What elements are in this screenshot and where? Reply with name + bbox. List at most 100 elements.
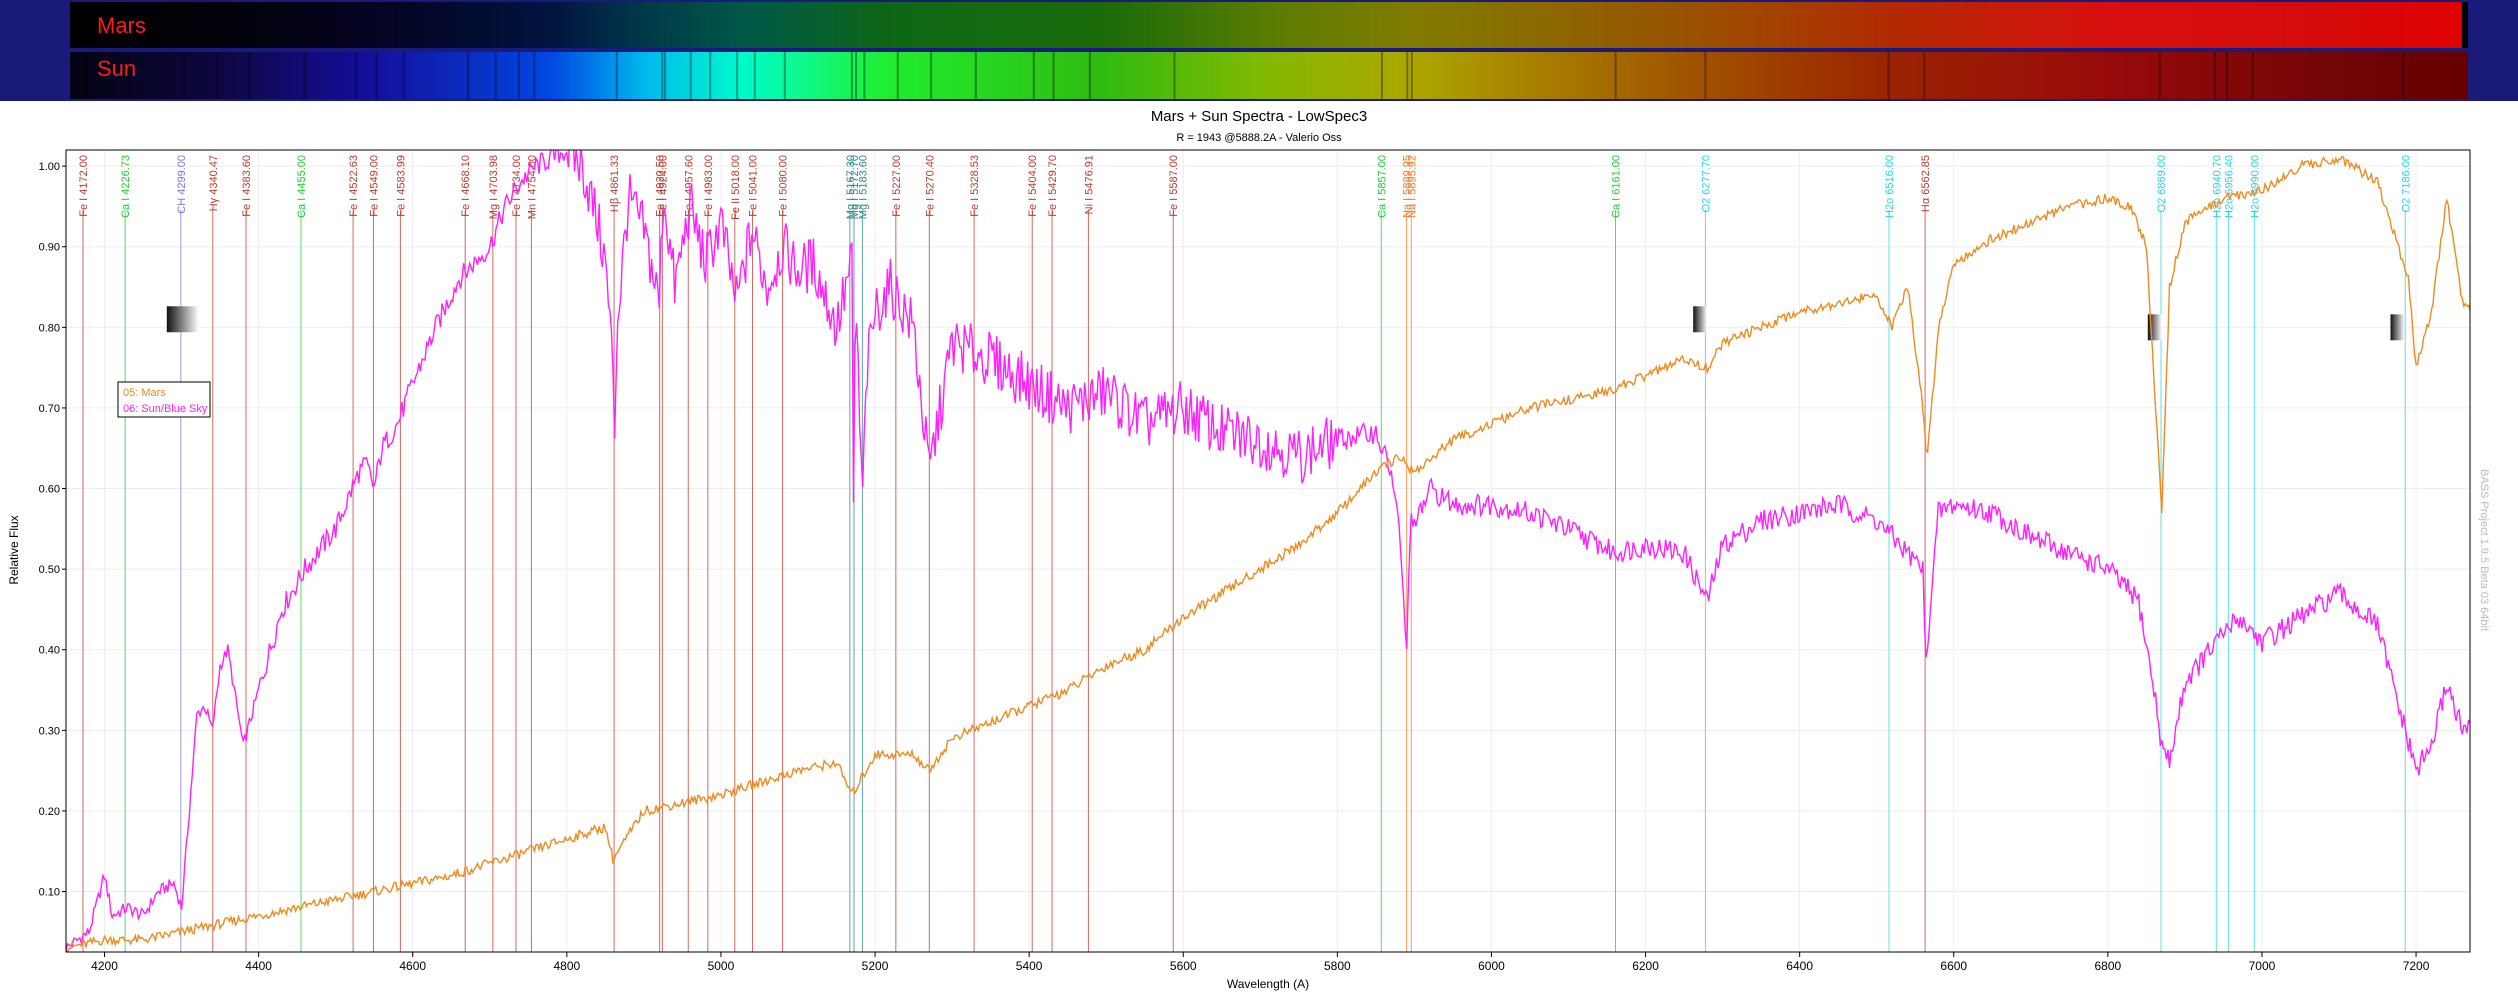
legend-item-mars: 05: Mars xyxy=(123,387,166,399)
absorption-band xyxy=(467,52,470,99)
x-tick-label: 5400 xyxy=(1016,959,1043,973)
spectral-line-label: Fe I 5429.70 xyxy=(1047,155,1059,217)
absorption-band xyxy=(355,52,358,99)
calibration-marker xyxy=(2390,314,2405,341)
spectral-line-label: Fe I 5041.00 xyxy=(748,155,760,217)
spectral-line-label: Hβ 4861.33 xyxy=(609,155,621,212)
spectral-line-label: Fe I 4549.00 xyxy=(368,155,380,217)
legend-item-sun: 06: Sun/Blue Sky xyxy=(123,403,208,415)
plot-border xyxy=(65,149,2471,953)
spectral-line-label: Fe I 5587.00 xyxy=(1168,155,1180,217)
absorption-band xyxy=(2402,52,2405,99)
x-tick-label: 7000 xyxy=(2249,959,2276,973)
absorption-band xyxy=(1088,52,1091,99)
grid-lines xyxy=(66,150,2470,952)
absorption-band xyxy=(533,52,536,99)
spectral-line-label: Fe I 5404.00 xyxy=(1027,155,1039,217)
absorption-band xyxy=(661,52,664,99)
absorption-band xyxy=(930,52,933,99)
absorption-bands xyxy=(85,52,2405,99)
x-tick-label: 5200 xyxy=(862,959,889,973)
spectral-line-label: Fe I 4920.50 xyxy=(655,155,667,217)
spectral-line-markers: Fe I 4172.00 Ca I 4226.73 CH 4299.00 Hγ 434… xyxy=(78,155,2412,952)
x-tick-label: 5000 xyxy=(708,959,735,973)
chart-subtitle: R = 1943 @5888.2A - Valerio Oss xyxy=(1176,132,1342,144)
y-axis-label: Relative Flux xyxy=(7,515,21,584)
absorption-band xyxy=(248,52,251,99)
spectral-line-label: Hα 6562.85 xyxy=(1920,155,1932,212)
spectral-line-label: Fe I 4383.60 xyxy=(241,155,253,217)
absorption-band xyxy=(2158,52,2161,99)
absorption-band xyxy=(1406,52,1409,99)
spectral-line-label: Na I 5889.95 xyxy=(1402,155,1414,218)
absorption-band xyxy=(303,52,306,99)
spectral-line-label: Fe II 5018.00 xyxy=(730,155,742,220)
watermark: BASS Project 1.9.5 Beta 03 64bit xyxy=(2478,469,2490,631)
x-tick-label: 6000 xyxy=(1478,959,1505,973)
absorption-band xyxy=(709,52,712,99)
spectral-line-label: Ca I 5857.00 xyxy=(1376,155,1388,218)
spectral-line-label: Fe I 5227.00 xyxy=(891,155,903,217)
spectral-line-label: Fe I 4924.00 xyxy=(657,155,669,217)
series-line-mars xyxy=(66,155,2470,952)
absorption-band xyxy=(375,52,378,99)
y-tick-label: 0.70 xyxy=(39,403,60,415)
spectral-line-label: O2 6869.00 xyxy=(2156,155,2168,213)
calibration-markers xyxy=(166,306,2405,341)
absorption-band xyxy=(663,52,666,99)
absorption-band xyxy=(1052,52,1055,99)
absorption-band xyxy=(1173,52,1176,99)
absorption-band xyxy=(855,52,858,99)
absorption-band xyxy=(85,52,88,99)
y-tick-label: 0.30 xyxy=(39,725,60,737)
calibration-marker xyxy=(1693,306,1708,333)
absorption-band xyxy=(689,52,692,99)
spectral-line-label: Mg I 5183.60 xyxy=(857,155,869,219)
spectral-line-label: H2o 6990.00 xyxy=(2249,155,2261,218)
spectral-line-label: O2 6277.70 xyxy=(1700,155,1712,213)
absorption-band xyxy=(494,52,497,99)
x-tick-label: 4800 xyxy=(553,959,580,973)
series-line-sun xyxy=(66,150,2470,952)
spectral-line-label: H2o 6956.40 xyxy=(2223,155,2235,218)
spectral-line-label: Fe I 5080.00 xyxy=(778,155,790,217)
spectral-line-label: Fe I 4734.00 xyxy=(511,155,523,217)
spectral-line-label: Fe I 4668.10 xyxy=(460,155,472,217)
y-tick-label: 0.50 xyxy=(39,564,60,576)
x-tick-label: 7200 xyxy=(2403,959,2430,973)
absorption-band xyxy=(850,52,853,99)
absorption-band xyxy=(974,52,977,99)
spectral-line-label: O2 7186.00 xyxy=(2400,155,2412,213)
spectral-line-label: H2o 6940.70 xyxy=(2211,155,2223,218)
legend: 05: Mars 06: Sun/Blue Sky xyxy=(117,381,211,418)
absorption-band xyxy=(127,52,130,99)
absorption-band xyxy=(183,52,186,99)
absorption-band xyxy=(517,52,520,99)
plot-area xyxy=(66,150,2470,952)
x-axis-label: Wavelength (A) xyxy=(1227,977,1309,991)
mars-strip-shade xyxy=(70,2,2468,48)
spectral-line-label: Mg I 5167.30 xyxy=(845,155,857,219)
spectral-line-label: Mg I 5172.70 xyxy=(849,155,861,219)
spectral-line-label: Fe I 4983.00 xyxy=(703,155,715,217)
absorption-band xyxy=(1704,52,1707,99)
spectral-line-label: Ni I 5476.91 xyxy=(1083,155,1095,214)
legend-box xyxy=(117,381,211,418)
absorption-band xyxy=(2225,52,2228,99)
mars-strip-end xyxy=(2462,2,2468,48)
absorption-band xyxy=(863,52,866,99)
absorption-band xyxy=(1923,52,1926,99)
spectral-line-label: Mg I 4703.98 xyxy=(488,155,500,219)
x-tick-label: 6400 xyxy=(1786,959,1813,973)
banner-label-mars: Mars xyxy=(97,13,146,38)
spectral-line-label: Fe I 5270.40 xyxy=(924,155,936,217)
y-tick-label: 0.90 xyxy=(39,242,60,254)
x-tick-label: 6800 xyxy=(2095,959,2122,973)
spectral-line-label: Ca I 6161.00 xyxy=(1611,155,1623,218)
x-tick-label: 4400 xyxy=(245,959,272,973)
spectral-line-label: Na I 5895.92 xyxy=(1406,155,1418,218)
spectral-line-label: Ca I 4455.00 xyxy=(296,155,308,218)
absorption-band xyxy=(1410,52,1413,99)
spectral-line-label: Fe I 4522.63 xyxy=(348,155,360,217)
